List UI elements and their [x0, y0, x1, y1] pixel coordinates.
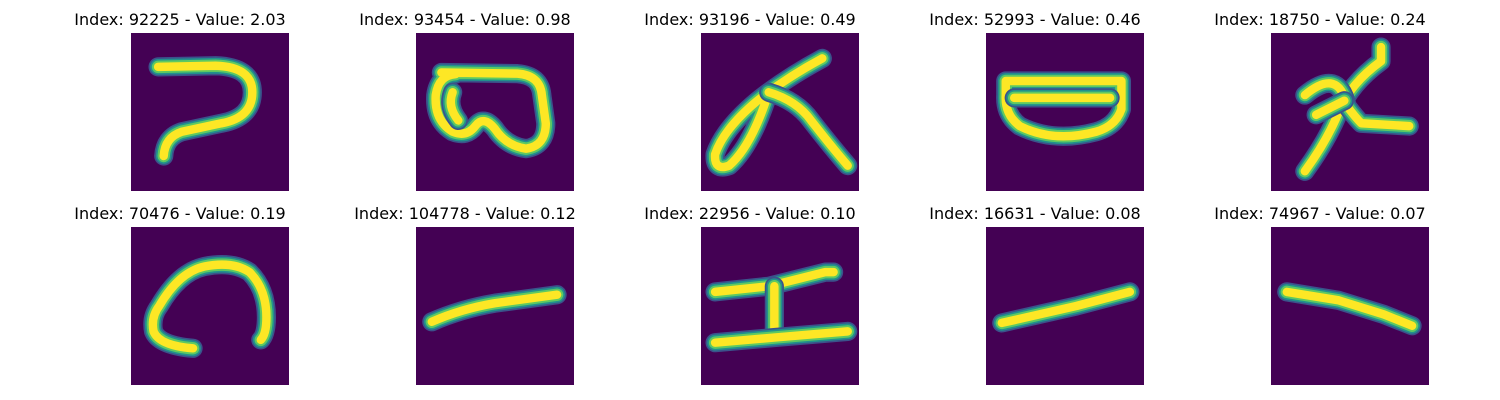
panel-6: Index: 70476 - Value: 0.19: [30, 204, 330, 385]
panel-title: Index: 52993 - Value: 0.46: [929, 10, 1141, 29]
glyph-image-hook: [131, 33, 289, 191]
panel-3: Index: 93196 - Value: 0.49: [600, 10, 900, 191]
panel-1: Index: 92225 - Value: 2.03: [30, 10, 330, 191]
panel-title: Index: 92225 - Value: 2.03: [74, 10, 286, 29]
glyph-image-loop-pair: [416, 33, 574, 191]
glyph-image-oval: [986, 33, 1144, 191]
glyph-image-arc: [131, 227, 289, 385]
panel-2: Index: 93454 - Value: 0.98: [315, 10, 615, 191]
glyph-image-loop-cross: [701, 33, 859, 191]
panel-title: Index: 70476 - Value: 0.19: [74, 204, 286, 223]
glyph-image-rising-line-2: [986, 227, 1144, 385]
panel-title: Index: 74967 - Value: 0.07: [1214, 204, 1426, 223]
glyph-image-rising-line: [416, 227, 574, 385]
panel-title: Index: 93196 - Value: 0.49: [644, 10, 856, 29]
panel-4: Index: 52993 - Value: 0.46: [885, 10, 1185, 191]
panel-title: Index: 16631 - Value: 0.08: [929, 204, 1141, 223]
glyph-image-i-beam: [701, 227, 859, 385]
panel-10: Index: 74967 - Value: 0.07: [1170, 204, 1470, 385]
panel-title: Index: 104778 - Value: 0.12: [354, 204, 576, 223]
panel-8: Index: 22956 - Value: 0.10: [600, 204, 900, 385]
glyph-image-falling-line: [1271, 227, 1429, 385]
panel-title: Index: 93454 - Value: 0.98: [359, 10, 571, 29]
panel-9: Index: 16631 - Value: 0.08: [885, 204, 1185, 385]
panel-7: Index: 104778 - Value: 0.12: [315, 204, 615, 385]
panel-title: Index: 18750 - Value: 0.24: [1214, 10, 1426, 29]
glyph-image-cross-branch: [1271, 33, 1429, 191]
panel-title: Index: 22956 - Value: 0.10: [644, 204, 856, 223]
panel-5: Index: 18750 - Value: 0.24: [1170, 10, 1470, 191]
